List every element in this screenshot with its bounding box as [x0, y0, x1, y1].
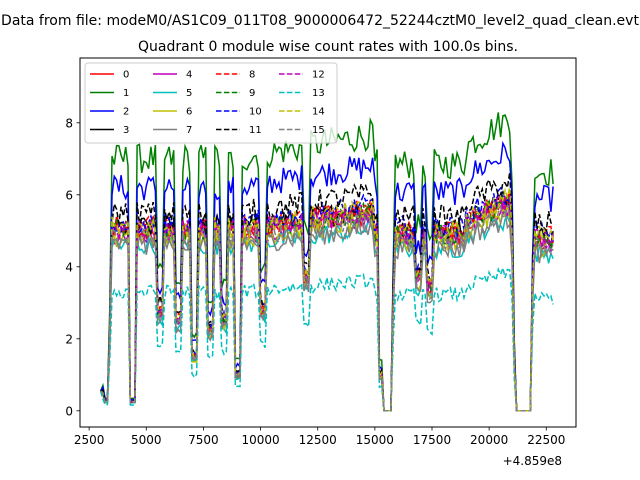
x-offset-label: +4.859e8: [503, 454, 562, 468]
legend-label-2: 2: [123, 107, 129, 118]
legend-frame: [84, 62, 338, 144]
x-tick-label: 2500: [74, 433, 105, 447]
chart-title: Quadrant 0 module wise count rates with …: [138, 39, 518, 55]
legend-label-9: 9: [249, 88, 255, 99]
legend-label-8: 8: [249, 70, 255, 81]
y-tick-label: 4: [65, 260, 73, 274]
y-tick-label: 6: [65, 188, 73, 202]
x-tick-label: 15000: [356, 433, 394, 447]
legend-label-11: 11: [249, 125, 262, 136]
legend-label-14: 14: [312, 107, 325, 118]
legend-label-13: 13: [312, 88, 325, 99]
x-tick-label: 12500: [299, 433, 337, 447]
legend-label-4: 4: [186, 70, 192, 81]
legend-label-6: 6: [186, 107, 192, 118]
legend-label-10: 10: [249, 107, 262, 118]
series-line-13: [99, 265, 554, 412]
y-tick-label: 2: [65, 332, 73, 346]
legend-label-15: 15: [312, 125, 325, 136]
plot-frame: [79, 57, 577, 428]
legend-label-1: 1: [123, 88, 129, 99]
x-tick-label: 22500: [527, 433, 565, 447]
y-tick-label: 8: [65, 116, 73, 130]
x-tick-label: 10000: [241, 433, 279, 447]
x-tick-label: 7500: [188, 433, 219, 447]
series-layer: [99, 112, 554, 412]
y-axis: 0 2 4 6 8: [65, 116, 80, 418]
x-tick-label: 17500: [413, 433, 451, 447]
x-axis: 2500 5000 7500 10000 12500 15000 17500 20000 225…: [74, 427, 565, 447]
series-line-15: [100, 204, 554, 412]
legend-label-7: 7: [186, 125, 192, 136]
x-tick-label: 20000: [470, 433, 508, 447]
x-tick-label: 5000: [131, 433, 162, 447]
legend-label-5: 5: [186, 88, 192, 99]
legend-label-12: 12: [312, 70, 325, 81]
figure-suptitle: Data from file: modeM0/AS1C09_011T08_900…: [1, 13, 639, 29]
series-line-7: [99, 209, 554, 412]
series-line-14: [100, 187, 554, 412]
y-tick-label: 0: [65, 404, 73, 418]
legend-label-3: 3: [123, 125, 129, 136]
legend-label-0: 0: [123, 70, 129, 81]
